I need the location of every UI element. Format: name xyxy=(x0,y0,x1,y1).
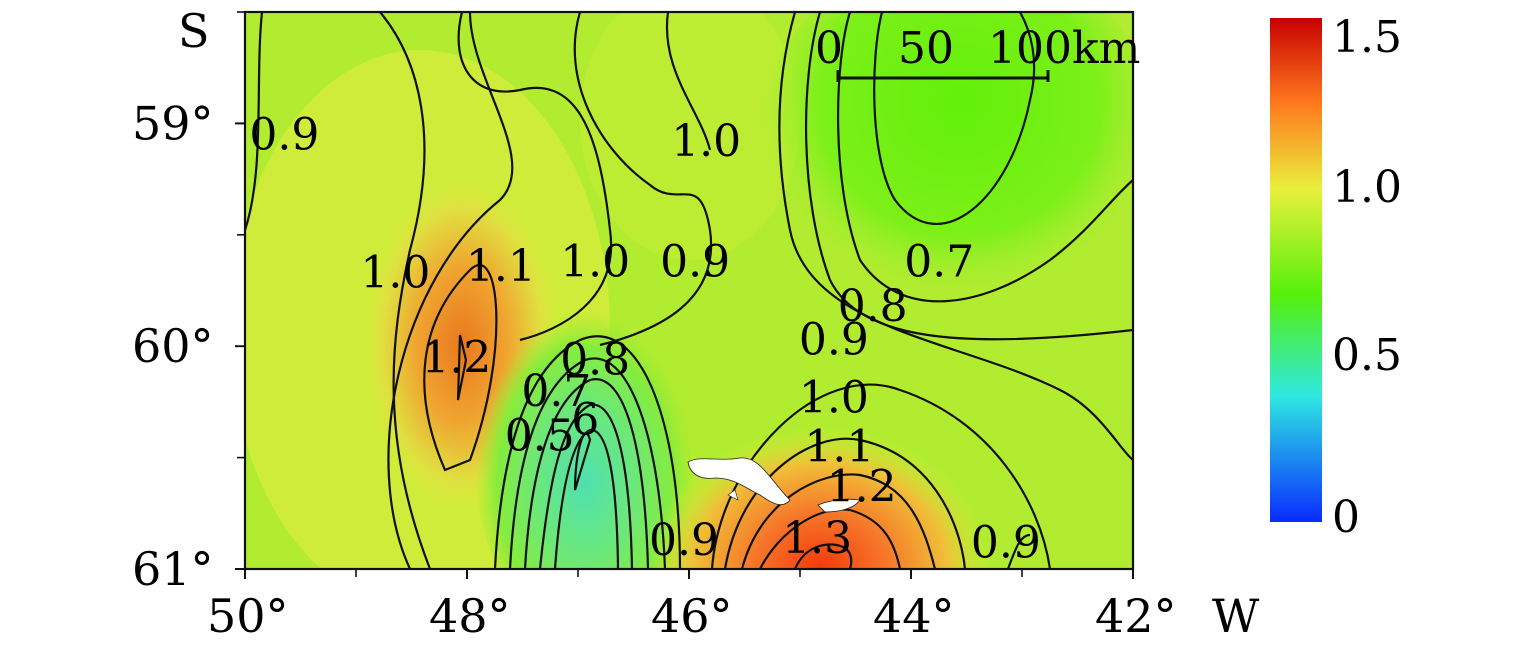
longitude-suffix-label: W xyxy=(1212,589,1260,643)
greenish-north xyxy=(580,12,800,260)
axes: S W 50° 48° 46° 44° 42° 59° 60° 61° xyxy=(132,4,1260,643)
scale-bar-label-100km: 100km xyxy=(988,23,1140,74)
contour-label: 1.3 xyxy=(782,513,852,564)
plot-area: 0.9 1.01.0 1.1 1.0 0.9 0.70.80.91.2 0.80.7 1.00… xyxy=(245,12,1133,569)
contour-label: 1.1 xyxy=(466,241,536,292)
contour-label: 0.7 xyxy=(521,366,591,417)
contour-label: 0.5 xyxy=(505,410,575,461)
colorbar-tick-label: 1.5 xyxy=(1332,12,1402,63)
high-east-zone xyxy=(650,400,990,569)
contour-label: 0.9 xyxy=(799,315,869,366)
y-tick-label: 61° xyxy=(132,542,214,596)
contour-label: 1.2 xyxy=(421,332,491,383)
colorbar-tick-label: 1.0 xyxy=(1332,162,1402,213)
contour-label: 1.0 xyxy=(560,237,630,288)
contour-label: 6 xyxy=(571,395,599,446)
scale-bar-label-50: 50 xyxy=(898,23,954,74)
island-shape-tiny xyxy=(727,489,739,501)
colorbar-labels: 1.5 1.0 0.5 0 xyxy=(1332,12,1402,543)
colorbar-tick-label: 0 xyxy=(1332,492,1360,543)
x-tick-label: 44° xyxy=(873,589,955,643)
scale-bar-label-0: 0 xyxy=(815,23,843,74)
contour-label: 1.2 xyxy=(827,462,897,513)
contour-lines xyxy=(245,12,1133,569)
y-tick-label: 59° xyxy=(132,96,214,150)
contour-label: 1.0 xyxy=(360,248,430,299)
x-tick-label: 48° xyxy=(429,589,511,643)
y-tick-label: 60° xyxy=(132,319,214,373)
contour-label: 1.0 xyxy=(671,116,741,167)
x-tick-label: 42° xyxy=(1095,589,1177,643)
x-tick-label: 50° xyxy=(207,589,289,643)
contour-label: 0.9 xyxy=(971,517,1041,568)
island-shape-small xyxy=(817,498,861,513)
hemisphere-label: S xyxy=(178,4,210,58)
contour-label: 0.7 xyxy=(904,237,974,288)
scale-bar: 0 50 100km xyxy=(815,23,1140,82)
island-shape xyxy=(687,457,791,506)
contour-label: 1.1 xyxy=(804,421,874,472)
contour-label: 0.9 xyxy=(249,110,319,161)
green-northeast-zone xyxy=(760,12,1133,330)
contour-labels: 0.9 1.01.0 1.1 1.0 0.9 0.70.80.91.2 0.80.7 1.00… xyxy=(249,110,1040,569)
contour-label: 0.8 xyxy=(838,281,908,332)
colorbar-tick-label: 0.5 xyxy=(1332,330,1402,381)
contour-label: 0.8 xyxy=(560,335,630,386)
contour-label: 1.0 xyxy=(799,372,869,423)
colorbar: 1.5 1.0 0.5 0 xyxy=(1270,12,1402,543)
x-tick-label: 46° xyxy=(651,589,733,643)
colorbar-gradient xyxy=(1270,18,1322,522)
contour-label: 0.9 xyxy=(649,515,719,566)
contour-label: 0.9 xyxy=(660,237,730,288)
